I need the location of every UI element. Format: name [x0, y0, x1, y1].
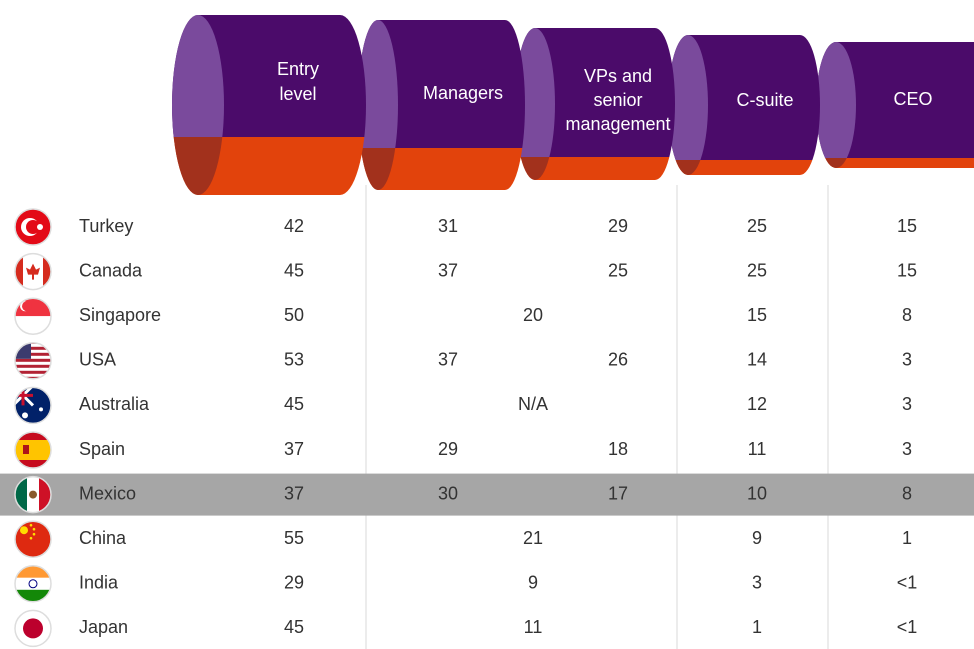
cell-value: 18	[608, 439, 628, 459]
flag	[13, 430, 53, 470]
column-header: CEO	[893, 89, 932, 109]
cell-value: 30	[438, 483, 458, 503]
country-name: China	[79, 528, 127, 548]
f	[13, 296, 53, 316]
cell-value: 1	[902, 528, 912, 548]
cell-value: 9	[752, 528, 762, 548]
cell-value: 3	[902, 439, 912, 459]
country-name: Mexico	[79, 483, 136, 503]
f	[29, 491, 37, 499]
cell-value: 25	[608, 260, 628, 280]
flag	[13, 564, 53, 604]
cell-value: 8	[902, 483, 912, 503]
flag	[13, 519, 53, 559]
cell-value: <1	[897, 617, 918, 637]
f	[13, 519, 53, 559]
country-name: Japan	[79, 617, 128, 637]
flag	[13, 385, 53, 425]
f	[30, 524, 33, 527]
cell-value: N/A	[518, 394, 548, 414]
f	[23, 618, 43, 638]
country-name: Canada	[79, 260, 143, 280]
f	[22, 412, 28, 418]
flag	[13, 296, 53, 336]
flag	[13, 207, 53, 247]
country-name: USA	[79, 350, 116, 370]
cell-value: 3	[752, 573, 762, 593]
cell-value: 29	[284, 573, 304, 593]
cell-value: 15	[897, 216, 917, 236]
cell-value: 55	[284, 528, 304, 548]
cell-value: 15	[897, 260, 917, 280]
pipe-face	[172, 15, 224, 195]
f	[20, 526, 28, 534]
cell-value: 9	[528, 573, 538, 593]
column-header: senior	[593, 90, 642, 110]
f	[13, 365, 53, 368]
column-header: management	[565, 114, 670, 134]
column-header: level	[279, 84, 316, 104]
cell-value: 45	[284, 260, 304, 280]
country-name: Singapore	[79, 305, 161, 325]
column-header: Managers	[423, 83, 503, 103]
flag	[13, 341, 53, 380]
cell-value: 12	[747, 394, 767, 414]
cell-value: 42	[284, 216, 304, 236]
cell-value: 25	[747, 216, 767, 236]
cell-value: 11	[524, 617, 543, 637]
f	[13, 359, 53, 362]
cell-value: 45	[284, 617, 304, 637]
f	[37, 224, 43, 230]
cell-value: 29	[438, 439, 458, 459]
f	[30, 537, 33, 540]
cell-value: <1	[897, 573, 918, 593]
cell-value: 50	[284, 305, 304, 325]
f	[33, 528, 36, 531]
cell-value: 8	[902, 305, 912, 325]
cell-value: 10	[747, 483, 767, 503]
cell-value: 1	[752, 617, 762, 637]
cell-value: 3	[902, 394, 912, 414]
cell-value: 20	[523, 305, 543, 325]
column-header: VPs and	[584, 66, 652, 86]
f	[39, 407, 43, 411]
country-name: Australia	[79, 394, 150, 414]
f	[23, 445, 29, 454]
cell-value: 25	[747, 260, 767, 280]
pipe-face	[816, 42, 856, 168]
cell-value: 14	[747, 350, 767, 370]
country-name: Turkey	[79, 216, 133, 236]
cell-value: 3	[902, 350, 912, 370]
column-header: C-suite	[736, 90, 793, 110]
flag	[13, 608, 53, 648]
flag	[13, 252, 53, 292]
f	[13, 440, 53, 460]
cell-value: 37	[438, 350, 458, 370]
cell-value: 45	[284, 394, 304, 414]
cell-value: 37	[284, 483, 304, 503]
cell-value: 37	[438, 260, 458, 280]
column-header: Entry	[277, 59, 319, 79]
f	[22, 301, 32, 311]
highlight-row	[0, 474, 974, 516]
cell-value: 15	[747, 305, 767, 325]
cell-value: 11	[748, 439, 767, 459]
cell-value: 21	[523, 528, 543, 548]
page: CEO C-suite VPs and senior management Manager…	[0, 0, 974, 649]
cell-value: 29	[608, 216, 628, 236]
cell-value: 53	[284, 350, 304, 370]
f	[13, 316, 53, 336]
cell-value: 31	[438, 216, 458, 236]
f	[33, 533, 36, 536]
cell-value: 37	[284, 439, 304, 459]
country-name: India	[79, 573, 119, 593]
cell-value: 17	[608, 483, 628, 503]
cell-value: 26	[608, 350, 628, 370]
country-name: Spain	[79, 439, 125, 459]
